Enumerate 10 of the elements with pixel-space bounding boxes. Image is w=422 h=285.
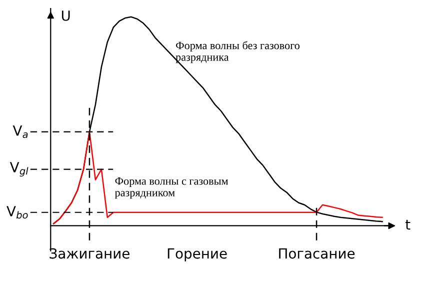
x-axis-title: t: [405, 220, 410, 230]
annotation: Форма волны без газового разрядника: [176, 41, 300, 64]
x-tick-label: Зажигание: [50, 248, 130, 259]
x-tick-label: Горение: [168, 248, 227, 262]
ref-line-label: V$_{bo}$: [6, 206, 28, 219]
annotation: Форма волны с газовым разрядником: [114, 177, 228, 199]
x-tick-label: Погасание: [279, 248, 355, 259]
ref-line-label: V$_{a}$: [12, 125, 28, 138]
ref-line-label: V$_{gl}$: [10, 162, 28, 177]
y-axis-title: U: [62, 10, 70, 21]
